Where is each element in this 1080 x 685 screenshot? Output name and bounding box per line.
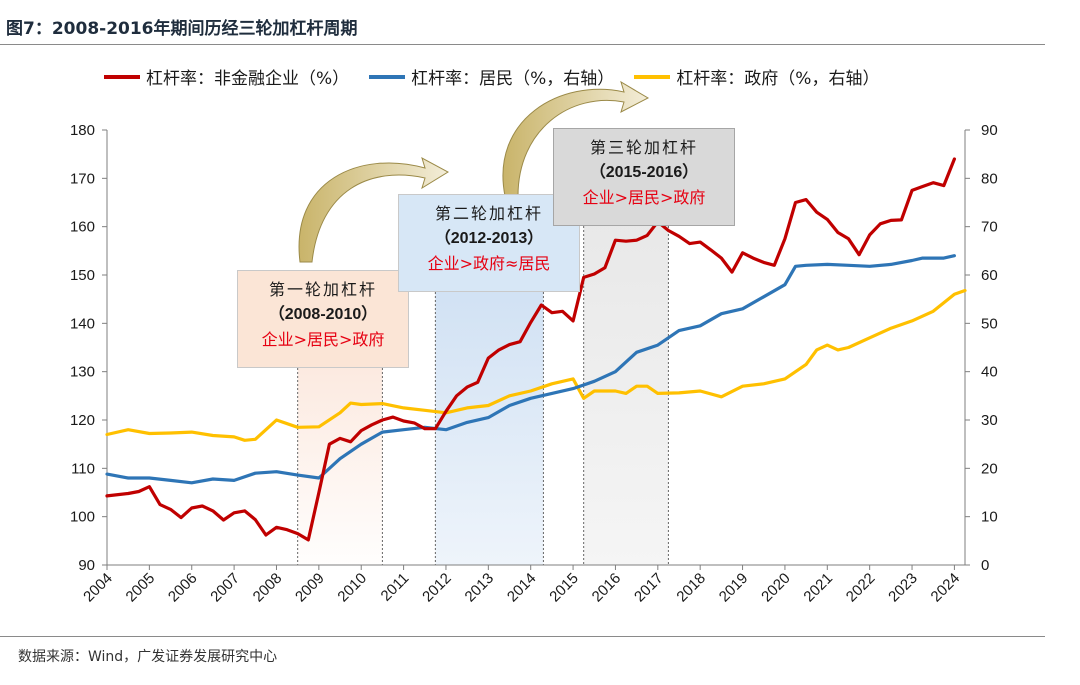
y-left-tick-label: 140 [70,315,95,332]
y-left-tick-label: 100 [70,509,95,526]
x-tick-label: 2024 [928,570,964,606]
x-tick-label: 2023 [885,570,921,606]
legend-item-corporate: 杠杆率：非金融企业（%） [104,64,349,89]
y-left-tick-label: 90 [78,557,95,574]
legend-label-government: 杠杆率：政府（%，右轴） [676,69,880,89]
y-right-tick-label: 40 [981,364,998,381]
x-tick-label: 2007 [207,570,243,606]
x-tick-label: 2021 [801,570,837,606]
annotation-title: 第一轮加杠杆 [268,280,377,299]
x-tick-label: 2020 [758,570,794,606]
x-tick-label: 2009 [292,570,328,606]
x-tick-label: 2006 [165,570,201,606]
legend-label-corporate: 杠杆率：非金融企业（%） [146,69,350,89]
legend-swatch-household [369,74,406,79]
y-left-tick-label: 110 [71,460,95,477]
y-right-tick-label: 60 [981,267,998,284]
y-right-tick-label: 30 [981,412,998,429]
annotation-box-cycle-1: 第一轮加杠杆 （2008-2010） 企业>居民>政府 [237,270,409,368]
legend-swatch-government [634,74,671,79]
x-tick-label: 2018 [673,570,709,606]
legend-label-household: 杠杆率：居民（%，右轴） [411,69,615,89]
y-left-tick-label: 180 [70,122,95,139]
x-tick-label: 2014 [504,570,540,606]
series-line-corporate [105,157,957,542]
x-tick-label: 2010 [334,570,370,606]
chart-title: 图7：2008-2016年期间历经三轮加杠杆周期 [6,19,358,39]
top-rule [0,44,1045,45]
y-right-tick-label: 10 [981,509,998,526]
x-tick-label: 2019 [716,570,752,606]
annotation-years: （2008-2010） [268,306,378,323]
series-line-government [105,288,967,442]
x-tick-label: 2016 [589,570,625,606]
legend-item-government: 杠杆率：政府（%，右轴） [634,64,879,89]
y-right-tick-label: 20 [981,460,998,477]
curved-arrows [298,80,650,263]
annotation-years: （2012-2013） [434,230,544,247]
annotation-box-cycle-2: 第二轮加杠杆 （2012-2013） 企业>政府≈居民 [398,194,580,292]
legend: 杠杆率：非金融企业（%） 杠杆率：居民（%，右轴） 杠杆率：政府（%，右轴） [104,64,879,89]
y-right-tick-label: 50 [981,315,998,332]
x-tick-label: 2008 [250,570,286,606]
annotation-order: 企业>居民>政府 [582,188,706,207]
y-right-tick-label: 70 [981,219,998,236]
x-tick-label: 2012 [419,570,455,606]
annotation-years: （2015-2016） [589,164,699,181]
x-tick-label: 2005 [123,570,159,606]
annotation-title: 第三轮加杠杆 [589,138,698,157]
cycle-band-1 [297,368,383,565]
curved-arrow-1 [298,156,450,263]
legend-swatch-corporate [104,74,140,79]
x-tick-label: 2017 [631,570,667,606]
annotation-box-cycle-3: 第三轮加杠杆 （2015-2016） 企业>居民>政府 [553,128,735,226]
y-left-tick-label: 170 [70,170,95,187]
source-note: 数据来源：Wind，广发证券发展研究中心 [18,649,278,665]
y-left-tick-label: 150 [70,267,95,284]
x-tick-label: 2022 [843,570,879,606]
bottom-rule [0,636,1045,637]
x-tick-label: 2011 [378,570,413,605]
x-tick-label: 2004 [80,570,116,606]
cycle-band-3 [583,226,669,565]
x-tick-label: 2013 [462,570,498,606]
y-left-tick-label: 160 [70,219,95,236]
y-right-tick-label: 90 [981,122,998,139]
y-left-tick-label: 120 [70,412,95,429]
series-lines [105,157,967,542]
annotation-order: 企业>政府≈居民 [427,254,551,273]
y-left-tick-label: 130 [70,364,95,381]
legend-item-household: 杠杆率：居民（%，右轴） [369,64,614,89]
annotation-title: 第二轮加杠杆 [434,204,543,223]
series-line-household [105,254,957,485]
x-tick-label: 2015 [546,570,582,606]
y-right-tick-label: 80 [981,170,998,187]
y-right-tick-label: 0 [981,557,989,574]
curved-arrow-2 [502,80,650,197]
annotation-order: 企业>居民>政府 [261,330,385,349]
